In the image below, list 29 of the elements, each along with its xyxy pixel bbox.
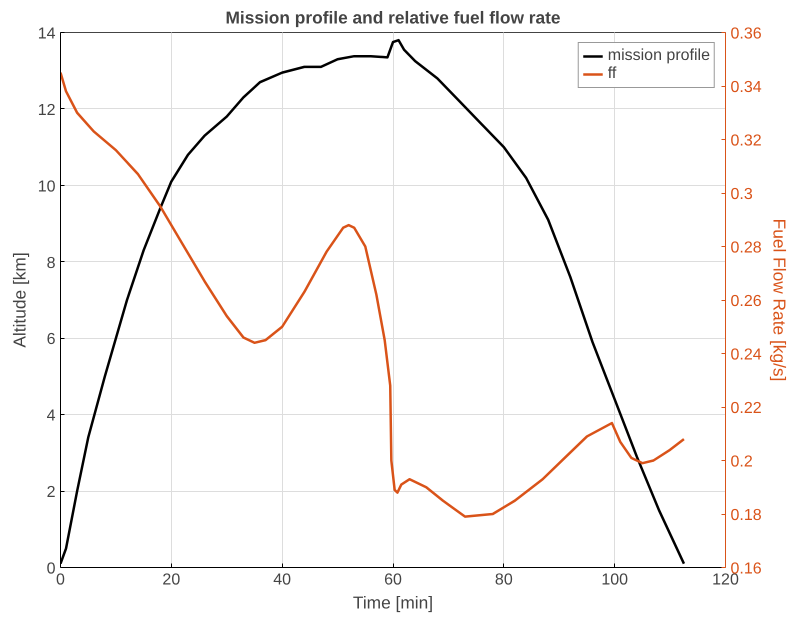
y2-tick-label: 0.18 [730, 507, 762, 524]
y-tick-label: 12 [38, 102, 56, 119]
y2-tick-label: 0.28 [730, 240, 762, 256]
y-tick-label: 0 [46, 560, 56, 578]
y2-tick-label: 0.26 [730, 293, 762, 310]
x-tick-label: 80 [494, 572, 513, 588]
y2-tick-label: 0.36 [730, 26, 762, 42]
y-tick-label: 8 [46, 254, 56, 272]
y-axis-title: Altitude [km] [10, 252, 30, 348]
y-tick-label: 14 [38, 26, 56, 42]
y-tick-label: 4 [46, 408, 56, 425]
legend-label: ff [608, 65, 618, 83]
y-tick-label: 6 [46, 331, 56, 348]
chart-title: Mission profile and relative fuel flow rate [225, 8, 561, 28]
x-tick-label: 40 [273, 572, 292, 588]
y2-tick-label: 0.3 [730, 186, 753, 203]
y2-axis-title: Fuel Flow Rate [kg/s] [770, 218, 790, 382]
y2-tick-label: 0.22 [730, 400, 762, 417]
y-tick-label: 2 [46, 484, 56, 502]
x-tick-label: 20 [162, 572, 180, 588]
y2-tick-label: 0.34 [730, 79, 762, 96]
x-axis-title: Time [min] [352, 592, 434, 612]
y2-tick-label: 0.32 [730, 132, 762, 150]
x-tick-label: 100 [601, 572, 628, 588]
legend-label: mission profile [608, 47, 710, 65]
y2-tick-label: 0.2 [730, 454, 753, 470]
y2-tick-label: 0.24 [730, 346, 762, 364]
y-tick-label: 10 [38, 178, 56, 196]
x-tick-label: 60 [384, 572, 402, 588]
